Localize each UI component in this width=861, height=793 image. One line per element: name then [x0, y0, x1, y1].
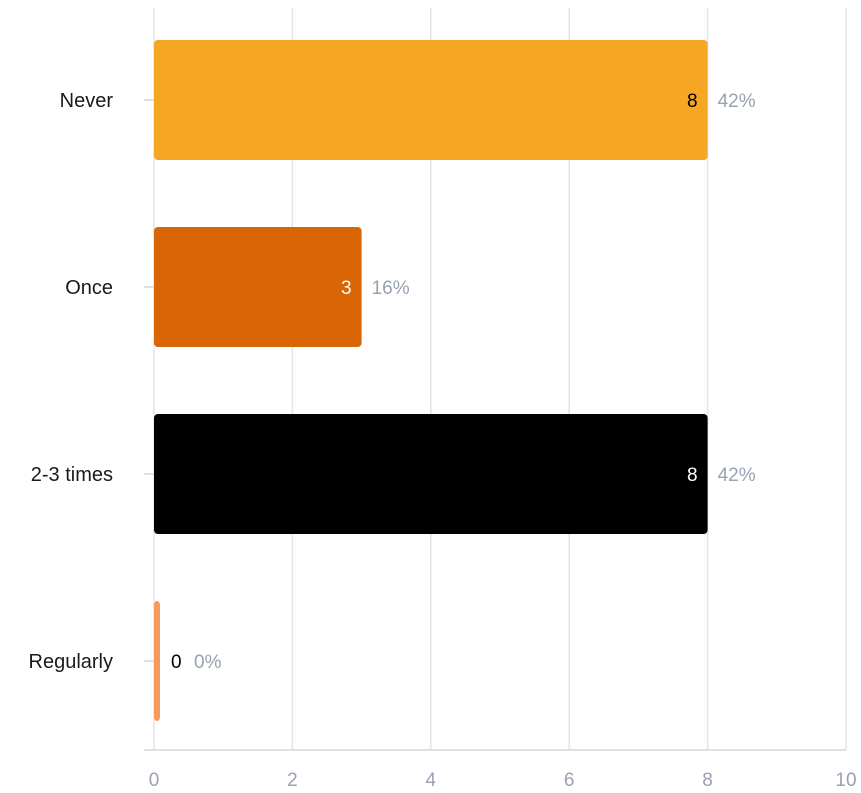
x-tick-label: 2: [287, 770, 298, 791]
category-label: Regularly: [29, 651, 113, 673]
value-label: 3: [341, 278, 352, 299]
percent-label: 0%: [194, 652, 222, 673]
value-label: 0: [171, 652, 182, 673]
category-label: Once: [65, 277, 113, 299]
category-label: 2-3 times: [31, 464, 113, 486]
x-tick-label: 4: [426, 770, 437, 791]
percent-label: 42%: [718, 91, 756, 112]
x-tick-label: 10: [835, 770, 856, 791]
x-tick-label: 8: [702, 770, 713, 791]
category-label: Never: [60, 90, 114, 112]
labels: 0 2 4 6 8 10 Never 8 42% Once 3 16% 2-3 times 8 42% Reg…: [29, 90, 857, 791]
bar-once: [154, 227, 362, 347]
bar-2-3-times: [154, 414, 708, 534]
bar-never: [154, 40, 708, 160]
x-tick-label: 6: [564, 770, 575, 791]
bars: [154, 40, 708, 721]
value-label: 8: [687, 91, 698, 112]
percent-label: 16%: [372, 278, 410, 299]
bar-regularly: [154, 601, 160, 721]
percent-label: 42%: [718, 465, 756, 486]
x-tick-label: 0: [149, 770, 160, 791]
value-label: 8: [687, 465, 698, 486]
